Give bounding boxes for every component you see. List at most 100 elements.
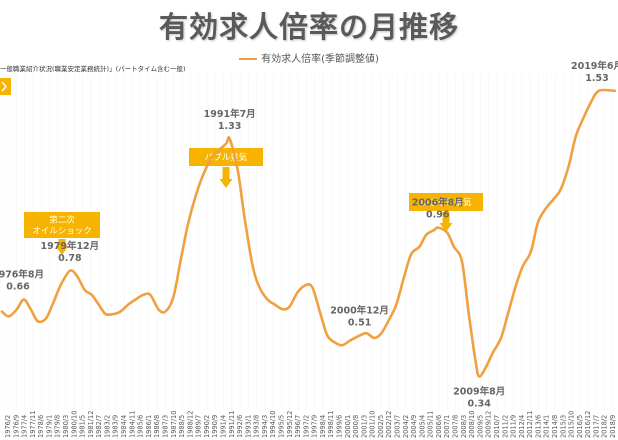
chart-title: 有効求人倍率の月推移 xyxy=(158,10,459,44)
x-tick-label: 2015/3 xyxy=(559,415,567,438)
data-label-value: 0.96 xyxy=(426,210,450,221)
x-tick-label: 1976/9 xyxy=(12,415,20,438)
event-label: バブル景気 xyxy=(205,152,248,163)
data-label-value: 1.33 xyxy=(218,121,241,132)
x-tick-label: 2011/2 xyxy=(501,415,509,438)
x-tick-label: 1989/7 xyxy=(195,415,203,438)
x-tick-label: 2016/5 xyxy=(576,415,584,438)
x-tick-label: 2017/7 xyxy=(592,415,600,438)
x-tick-label: 1978/6 xyxy=(37,415,45,438)
x-tick-label: 1979/8 xyxy=(54,415,62,438)
x-tick-label: 1977/4 xyxy=(21,415,29,438)
x-tick-label: 2006/6 xyxy=(435,415,443,438)
event-label: オイルショック xyxy=(32,227,92,237)
x-tick-label: 2002/12 xyxy=(385,411,393,438)
x-tick-label: 1993/8 xyxy=(253,415,261,438)
source-note: 一般職業紹介状況(職業安定業務統計)」(パートタイム含む一般) xyxy=(0,65,186,73)
x-tick-label: 2011/9 xyxy=(510,415,518,438)
x-tick-label: 2013/6 xyxy=(534,415,542,438)
chevron-right-icon xyxy=(1,81,7,92)
cropped-callout xyxy=(0,78,11,95)
x-tick-label: 2009/5 xyxy=(476,415,484,438)
x-tick-label: 1991/4 xyxy=(219,415,227,438)
event-box xyxy=(189,148,263,166)
x-tick-label: 1982/7 xyxy=(95,415,103,438)
x-tick-label: 2015/10 xyxy=(568,411,576,438)
x-tick-label: 1984/11 xyxy=(128,411,136,438)
x-tick-label: 1994/3 xyxy=(261,415,269,438)
x-tick-label: 1995/12 xyxy=(286,411,294,438)
legend: 有効求人倍率(季節調整値) xyxy=(0,50,618,65)
x-tick-label: 1976/2 xyxy=(4,415,12,438)
x-tick-label: 1988/12 xyxy=(186,411,194,438)
x-tick-label: 1997/9 xyxy=(311,415,319,438)
data-label-date: 1976年8月 xyxy=(0,269,44,281)
x-tick-label: 2007/1 xyxy=(443,415,451,438)
event-box xyxy=(24,212,100,238)
x-tick-label: 1994/10 xyxy=(269,411,277,438)
x-tick-label: 2007/8 xyxy=(452,415,460,438)
x-tick-label: 1991/11 xyxy=(228,411,236,438)
x-tick-label: 1981/12 xyxy=(87,411,95,438)
x-tick-label: 2016/12 xyxy=(584,411,592,438)
x-tick-label: 1990/2 xyxy=(203,415,211,438)
down-arrow-icon xyxy=(219,167,233,188)
x-tick-label: 2005/11 xyxy=(427,411,435,438)
x-tick-label: 2018/9 xyxy=(609,415,617,438)
x-tick-label: 1984/4 xyxy=(120,415,128,438)
series-line xyxy=(0,88,617,378)
x-tick-label: 2009/12 xyxy=(485,411,493,438)
x-tick-label: 1980/10 xyxy=(70,411,78,438)
event-label: 第二次 xyxy=(49,215,75,226)
data-label-value: 0.66 xyxy=(6,282,30,293)
x-tick-label: 1980/3 xyxy=(62,415,70,438)
data-label-date: 2000年12月 xyxy=(330,305,389,317)
down-arrow-icon xyxy=(55,239,69,255)
x-tick-label: 1977/11 xyxy=(29,411,37,438)
data-label-value: 0.34 xyxy=(467,398,491,409)
x-tick-label: 2008/10 xyxy=(468,411,476,438)
x-tick-label: 2018/2 xyxy=(601,415,609,438)
data-label-value: 1.53 xyxy=(585,73,608,84)
x-tick-label: 2012/11 xyxy=(526,411,534,438)
x-tick-label: 1996/7 xyxy=(294,415,302,438)
x-tick-label: 2012/4 xyxy=(518,415,526,438)
data-label-date: 1991年7月 xyxy=(204,108,256,120)
x-tick-label: 1997/2 xyxy=(302,415,310,438)
data-label-date: 2019年6月 xyxy=(571,60,618,72)
x-tick-label: 2002/5 xyxy=(377,415,385,438)
x-tick-label: 2014/1 xyxy=(543,415,551,438)
x-tick-label: 1998/11 xyxy=(327,411,335,438)
x-tick-label: 1990/9 xyxy=(211,415,219,438)
x-tick-label: 1983/9 xyxy=(112,415,120,438)
x-tick-label: 1987/3 xyxy=(161,415,169,438)
x-tick-label: 2008/3 xyxy=(460,415,468,438)
x-tick-label: 2003/7 xyxy=(394,415,402,438)
x-tick-label: 1999/6 xyxy=(336,415,344,438)
x-tick-label: 1979/1 xyxy=(45,415,53,438)
event-callout: バブル景気 xyxy=(189,148,263,188)
x-tick-label: 1985/6 xyxy=(137,415,145,438)
x-tick-label: 1992/6 xyxy=(236,415,244,438)
x-tick-label: 2014/8 xyxy=(551,415,559,438)
x-tick-label: 1988/5 xyxy=(178,415,186,438)
data-label-date: 2009年8月 xyxy=(453,385,505,397)
x-tick-label: 2001/10 xyxy=(369,411,377,438)
data-label-value: 0.51 xyxy=(348,318,371,329)
x-tick-label: 2004/2 xyxy=(402,415,410,438)
x-tick-label: 1995/5 xyxy=(277,415,285,438)
x-tick-label: 1986/8 xyxy=(153,415,161,438)
x-tick-label: 1981/5 xyxy=(79,415,87,438)
down-arrow-icon xyxy=(439,212,453,232)
x-tick-label: 2000/1 xyxy=(344,415,352,438)
x-tick-label: 2005/4 xyxy=(418,415,426,438)
x-axis-tick-labels: 1976/2 1976/9 1977/4 1977/11 1978/6 1979/1 197… xyxy=(4,411,617,438)
event-box xyxy=(409,193,483,211)
legend-swatch xyxy=(239,58,258,60)
x-tick-label: 1987/10 xyxy=(170,411,178,438)
vertical-gridlines xyxy=(7,74,614,410)
